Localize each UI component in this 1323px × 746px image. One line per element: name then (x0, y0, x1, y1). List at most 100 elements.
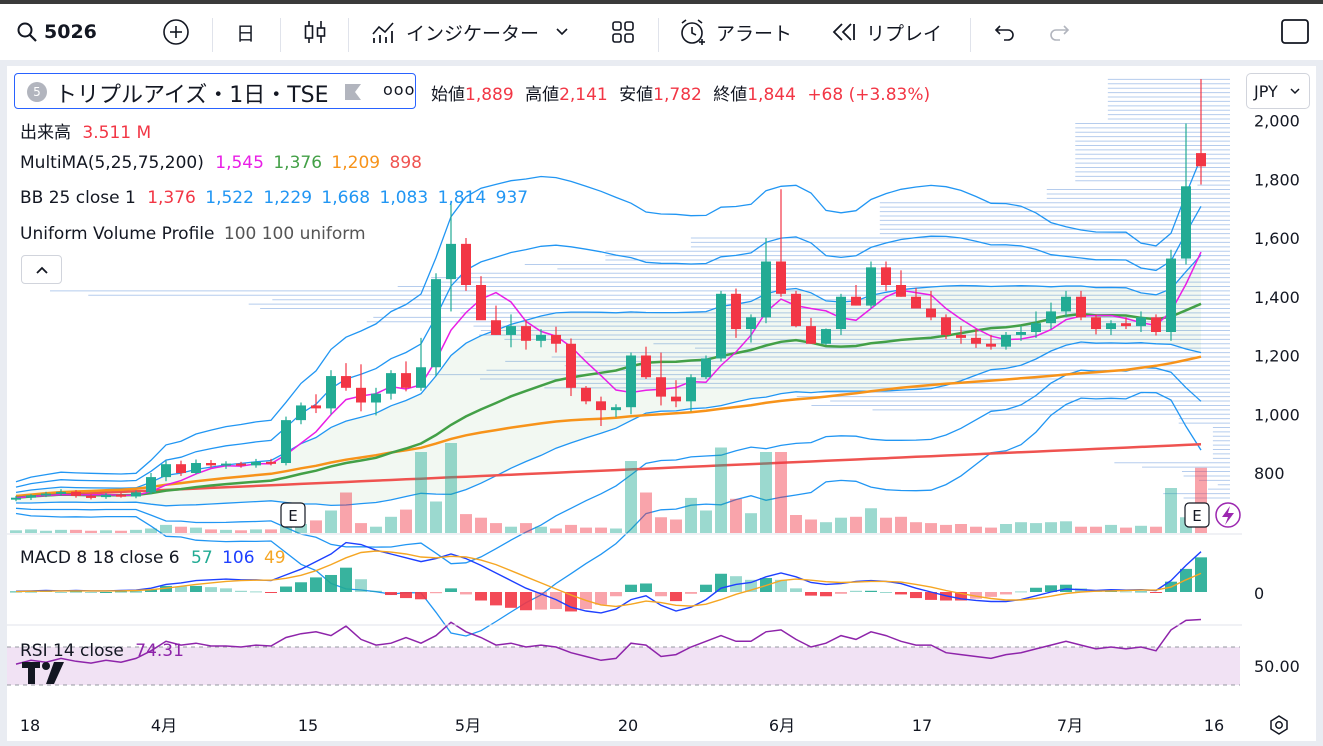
fullscreen-button[interactable] (1280, 4, 1310, 60)
vp-label: Uniform Volume Profile (20, 224, 215, 244)
macd-histogram-bar (925, 592, 937, 600)
macd-histogram-bar (550, 592, 562, 610)
bb-upper1-value: 1,522 (205, 188, 254, 208)
volume-bar (925, 523, 937, 533)
macd-histogram-bar (1030, 587, 1042, 592)
replay-button[interactable]: リプレイ (830, 4, 942, 60)
symbol-code: 5026 (44, 21, 97, 43)
layouts-button[interactable] (610, 4, 636, 60)
compare-button[interactable] (162, 4, 190, 60)
bb-lower2-value: 1,083 (379, 188, 429, 208)
candle-body (476, 285, 486, 321)
change-value: +68 (+3.83%) (807, 85, 931, 105)
macd-histogram-bar (445, 588, 457, 592)
macd-legend[interactable]: MACD 8 18 close 6 57 106 49 (20, 548, 286, 568)
gear-icon (1270, 715, 1288, 735)
flag-icon[interactable] (343, 82, 363, 102)
macd-histogram-bar (625, 584, 637, 592)
volume-bar (175, 526, 187, 533)
volume-bar (910, 522, 922, 533)
candle-body (731, 293, 741, 330)
replay-label: リプレイ (866, 22, 943, 45)
volume-bar (400, 509, 412, 533)
currency-select[interactable]: JPY (1246, 73, 1310, 109)
candle-body (101, 494, 111, 498)
ma-legend[interactable]: MultiMA(5,25,75,200) 1,545 1,376 1,209 8… (20, 153, 422, 173)
volume-bar (205, 529, 217, 533)
macd-histogram-bar (775, 579, 787, 592)
rsi-axis-label: 50.00 (1254, 657, 1300, 676)
alarm-clock-icon (681, 19, 705, 45)
chevron-down-icon (556, 28, 568, 36)
volume-bar (10, 530, 22, 533)
volume-bar (490, 523, 502, 533)
macd-histogram-bar (280, 586, 292, 592)
candles-icon (304, 21, 326, 43)
macd-hist-value: 57 (191, 548, 213, 568)
more-options-button[interactable]: ooo (383, 80, 416, 99)
candle-body (86, 495, 96, 498)
price-axis-label: 1,400 (1254, 288, 1300, 307)
macd-histogram-bar (385, 592, 397, 596)
macd-histogram-bar (910, 592, 922, 599)
time-axis-label: 6月 (769, 716, 795, 735)
alert-button[interactable]: アラート (678, 4, 792, 60)
redo-button[interactable] (1048, 4, 1072, 60)
volume-bar (1015, 522, 1027, 533)
volume-bar (850, 516, 862, 533)
macd-histogram-bar (895, 592, 907, 595)
macd-histogram-bar (10, 591, 22, 593)
chart-type-button[interactable] (302, 4, 328, 60)
candle-body (206, 463, 216, 466)
symbol-legend-box[interactable]: 5 トリプルアイズ・1日・TSE ooo (14, 73, 416, 109)
bb-legend[interactable]: BB 25 close 1 1,376 1,522 1,229 1,668 1,… (20, 188, 528, 208)
macd-label: MACD 8 18 close 6 (20, 548, 180, 568)
currency-label: JPY (1254, 81, 1278, 101)
candle-body (1076, 296, 1086, 318)
volume-bar (565, 524, 577, 533)
candle-body (1166, 258, 1176, 332)
macd-histogram-bar (400, 592, 412, 599)
macd-histogram-bar (220, 588, 232, 592)
volume-bar (145, 528, 157, 533)
candle-body (71, 491, 81, 496)
volume-bar (1030, 523, 1042, 533)
volume-bar (670, 519, 682, 533)
candle-body (56, 491, 66, 494)
candle-body (596, 401, 606, 411)
search-icon (17, 22, 37, 42)
tradingview-logo (22, 660, 72, 690)
candle-body (626, 355, 636, 408)
earnings-marker-label: E (288, 507, 297, 525)
candle-body (11, 497, 21, 500)
collapse-legend-button[interactable] (21, 255, 62, 284)
indicators-button[interactable]: インジケーター (370, 4, 569, 60)
candle-body (266, 461, 276, 464)
volume-bar (460, 514, 472, 533)
macd-histogram-bar (130, 591, 142, 593)
volume-label: 出来高 (20, 123, 71, 143)
volume-profile-legend[interactable]: Uniform Volume Profile 100 100 uniform (20, 224, 366, 244)
chevron-up-icon (35, 266, 48, 274)
candle-body (911, 296, 921, 309)
rsi-legend[interactable]: RSI 14 close 74.31 (20, 641, 184, 661)
bb-upper-band (15, 254, 1202, 494)
volume-bar (235, 530, 247, 533)
symbol-search-button[interactable]: 5026 (16, 4, 97, 60)
undo-button[interactable] (992, 4, 1016, 60)
volume-legend[interactable]: 出来高 3.511 M (20, 118, 151, 143)
macd-histogram-bar (85, 592, 97, 593)
ma200-line (15, 443, 1202, 498)
candle-body (326, 376, 336, 409)
candle-body (1106, 323, 1116, 330)
candle-body (551, 334, 561, 344)
undo-icon (994, 25, 1014, 41)
price-axis-label: 1,000 (1254, 405, 1300, 424)
candle-body (536, 334, 546, 341)
macd-histogram-bar (415, 592, 427, 600)
settings-button[interactable] (1268, 714, 1290, 740)
interval-button[interactable]: 日 (236, 4, 255, 60)
volume-bar (940, 524, 952, 533)
macd-histogram-bar (1015, 591, 1027, 593)
